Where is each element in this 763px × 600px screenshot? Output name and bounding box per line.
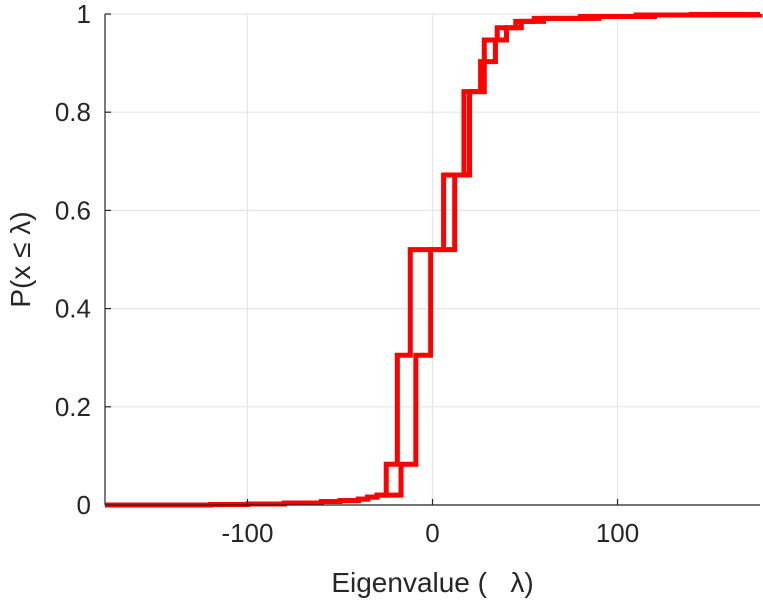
- y-axis-label: P(x ≤ λ): [5, 211, 36, 307]
- series-line-2: [105, 12, 763, 508]
- y-tick-label: 0.2: [55, 392, 91, 422]
- x-tick-label: 100: [596, 518, 639, 548]
- y-tick-label: 0.4: [55, 294, 91, 324]
- axes: [104, 13, 760, 506]
- y-tick-label: 0: [77, 490, 91, 520]
- x-axis-label: Eigenvalue ( λ): [331, 567, 533, 598]
- x-tick-label: 0: [425, 518, 439, 548]
- tick-labels: -100 0 100 0 0.2 0.4 0.6 0.8 1: [55, 0, 639, 548]
- x-tick-label: -100: [221, 518, 273, 548]
- y-tick-label: 0.6: [55, 195, 91, 225]
- y-tick-label: 0.8: [55, 97, 91, 127]
- y-tick-label: 1: [77, 0, 91, 29]
- series-group: [105, 11, 763, 508]
